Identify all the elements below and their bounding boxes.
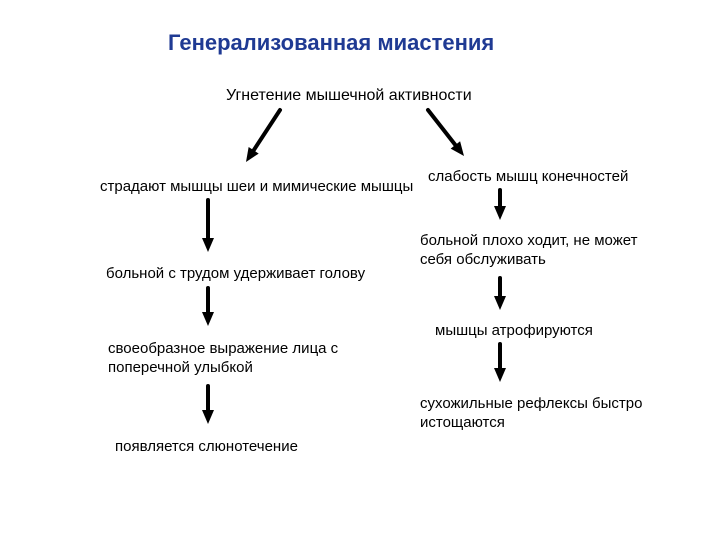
diagram-canvas: Генерализованная миастения Угнетение мыш… (0, 0, 720, 540)
left-node-0: страдают мышцы шеи и мимические мышцы (100, 178, 420, 197)
left-node-1: больной с трудом удерживает голову (106, 265, 406, 284)
right-node-2: мышцы атрофируются (435, 322, 675, 341)
diagram-title: Генерализованная миастения (168, 30, 494, 56)
right-node-3: сухожильные рефлексы быстро истощаются (420, 395, 670, 433)
root-node: Угнетение мышечной активности (226, 86, 472, 106)
left-node-2: своеобразное выражение лица с поперечной… (108, 340, 368, 378)
left-node-3: появляется слюнотечение (115, 438, 375, 457)
right-node-0: слабость мышц конечностей (428, 168, 688, 187)
right-node-1: больной плохо ходит, не может себя обслу… (420, 232, 670, 270)
